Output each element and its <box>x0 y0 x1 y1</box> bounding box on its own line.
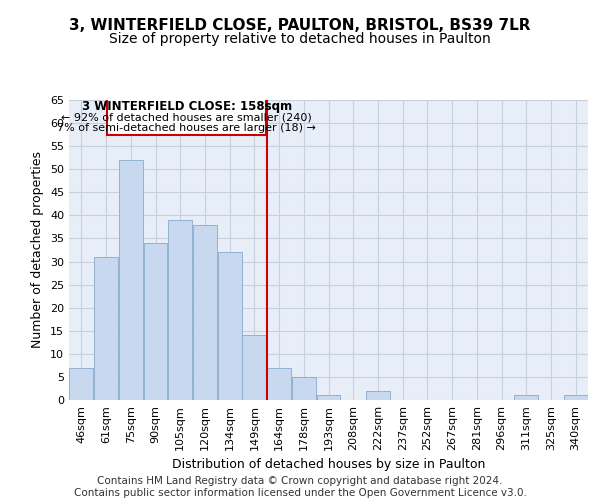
Bar <box>267 368 291 400</box>
X-axis label: Distribution of detached houses by size in Paulton: Distribution of detached houses by size … <box>172 458 485 471</box>
Bar <box>94 257 118 400</box>
Bar <box>119 160 143 400</box>
Bar <box>366 391 390 400</box>
Bar <box>168 220 192 400</box>
Bar <box>143 243 167 400</box>
Bar <box>218 252 242 400</box>
FancyBboxPatch shape <box>107 98 266 134</box>
Bar <box>70 368 94 400</box>
Bar <box>242 336 266 400</box>
Bar <box>292 377 316 400</box>
Text: 7% of semi-detached houses are larger (18) →: 7% of semi-detached houses are larger (1… <box>58 123 316 133</box>
Text: ← 92% of detached houses are smaller (240): ← 92% of detached houses are smaller (24… <box>61 112 312 122</box>
Bar <box>563 396 587 400</box>
Text: 3, WINTERFIELD CLOSE, PAULTON, BRISTOL, BS39 7LR: 3, WINTERFIELD CLOSE, PAULTON, BRISTOL, … <box>69 18 531 32</box>
Bar <box>514 396 538 400</box>
Text: Size of property relative to detached houses in Paulton: Size of property relative to detached ho… <box>109 32 491 46</box>
Y-axis label: Number of detached properties: Number of detached properties <box>31 152 44 348</box>
Text: 3 WINTERFIELD CLOSE: 158sqm: 3 WINTERFIELD CLOSE: 158sqm <box>82 100 292 114</box>
Bar <box>317 396 340 400</box>
Bar <box>193 224 217 400</box>
Text: Contains HM Land Registry data © Crown copyright and database right 2024.
Contai: Contains HM Land Registry data © Crown c… <box>74 476 526 498</box>
